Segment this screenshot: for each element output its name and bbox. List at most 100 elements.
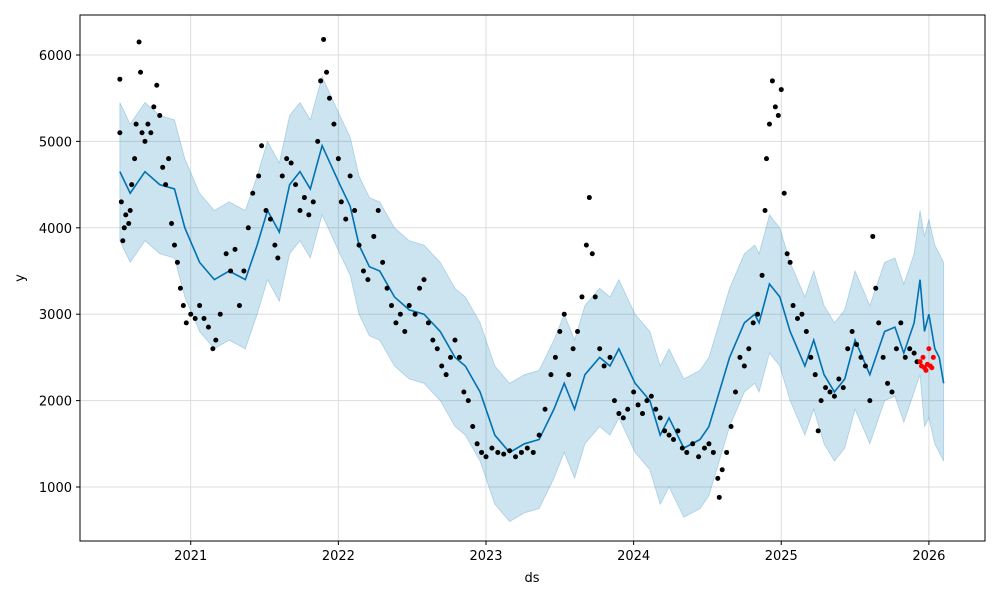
data-point: [133, 121, 139, 127]
data-point: [301, 195, 307, 201]
data-point: [917, 359, 923, 365]
data-point: [213, 337, 219, 343]
data-point: [518, 449, 524, 455]
data-point: [657, 415, 663, 421]
data-point: [840, 385, 846, 391]
data-point: [579, 294, 585, 300]
data-point: [297, 208, 303, 214]
data-point: [926, 346, 932, 352]
data-point: [375, 208, 381, 214]
data-point: [483, 454, 489, 460]
data-point: [728, 424, 734, 430]
plot-frame: [79, 14, 986, 542]
axes: 2021 2022 2023 2024 2025 2026 1000 2000 3000 4000…: [39, 49, 946, 564]
y-tick-label: 5000: [39, 135, 72, 150]
data-point: [787, 259, 793, 265]
data-point: [827, 389, 833, 395]
data-point: [288, 160, 294, 166]
data-point: [790, 303, 796, 309]
data-point: [315, 138, 321, 144]
data-point: [275, 255, 281, 261]
data-point: [118, 199, 124, 205]
data-point: [867, 398, 873, 404]
data-point: [343, 216, 349, 222]
data-point: [625, 406, 631, 412]
data-point: [762, 208, 768, 214]
data-point: [120, 238, 126, 244]
data-point: [380, 259, 386, 265]
data-point: [616, 411, 622, 417]
data-point: [284, 156, 290, 162]
data-point: [371, 233, 377, 239]
data-point: [279, 173, 285, 179]
data-point: [737, 354, 743, 360]
data-point: [635, 402, 641, 408]
data-point: [849, 328, 855, 334]
data-point: [845, 346, 851, 352]
data-point: [631, 389, 637, 395]
data-point: [180, 303, 186, 309]
data-point: [169, 220, 175, 226]
data-point: [347, 173, 353, 179]
data-point: [157, 112, 163, 118]
data-point: [929, 365, 935, 371]
data-point: [117, 130, 123, 136]
data-point: [812, 372, 818, 378]
data-point: [644, 398, 650, 404]
data-point: [799, 311, 805, 317]
data-point: [166, 156, 172, 162]
data-point: [121, 225, 127, 231]
data-point: [862, 363, 868, 369]
x-tick-label: 2021: [174, 549, 207, 564]
data-point: [263, 208, 269, 214]
data-point: [365, 277, 371, 283]
data-point: [920, 354, 926, 360]
data-point: [205, 324, 211, 330]
x-tick-label: 2026: [912, 549, 945, 564]
data-point: [823, 385, 829, 391]
data-point: [930, 354, 936, 360]
data-point: [321, 36, 327, 42]
data-point: [138, 69, 144, 75]
data-point: [232, 246, 238, 252]
data-point: [893, 346, 899, 352]
data-point: [775, 112, 781, 118]
data-point: [495, 449, 501, 455]
data-point: [177, 285, 183, 291]
y-tick-label: 4000: [39, 222, 72, 237]
data-point: [129, 182, 135, 188]
data-point: [724, 449, 730, 455]
data-point: [318, 78, 324, 84]
y-tick-label: 3000: [39, 308, 72, 323]
data-point: [755, 311, 761, 317]
data-point: [412, 311, 418, 317]
data-point: [465, 398, 471, 404]
data-point: [818, 398, 824, 404]
data-point: [684, 449, 690, 455]
data-point: [781, 190, 787, 196]
data-point: [443, 372, 449, 378]
data-point: [808, 354, 814, 360]
data-point: [310, 199, 316, 205]
data-point: [513, 454, 519, 460]
data-point: [741, 363, 747, 369]
data-point: [923, 367, 929, 373]
y-axis-label: y: [13, 274, 28, 282]
data-point: [552, 354, 558, 360]
data-point: [566, 372, 572, 378]
data-point: [858, 354, 864, 360]
data-point: [142, 138, 148, 144]
data-point: [548, 372, 554, 378]
data-point: [452, 337, 458, 343]
data-point: [163, 182, 169, 188]
data-point: [174, 259, 180, 265]
data-point: [854, 341, 860, 347]
data-point: [439, 363, 445, 369]
data-point: [764, 156, 770, 162]
data-point: [601, 363, 607, 369]
x-axis-label: ds: [524, 571, 539, 586]
data-point: [126, 220, 132, 226]
data-point: [592, 294, 598, 300]
